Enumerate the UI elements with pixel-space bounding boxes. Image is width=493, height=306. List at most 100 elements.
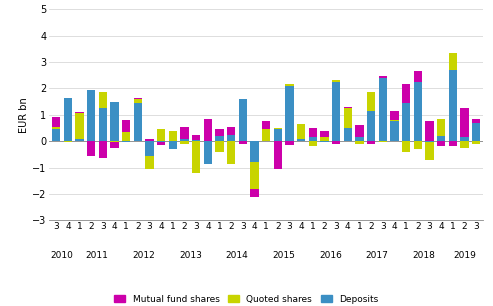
Bar bbox=[355, 125, 364, 137]
Bar bbox=[134, 103, 142, 141]
Bar bbox=[110, 141, 119, 143]
Bar bbox=[344, 107, 352, 108]
Bar bbox=[297, 139, 305, 141]
Bar bbox=[180, 139, 189, 141]
Bar bbox=[355, 141, 364, 144]
Bar bbox=[320, 141, 329, 143]
Bar bbox=[227, 141, 236, 164]
Bar bbox=[180, 141, 189, 144]
Bar bbox=[332, 141, 340, 144]
Bar bbox=[274, 128, 282, 129]
Text: 2010: 2010 bbox=[51, 251, 73, 260]
Text: 2012: 2012 bbox=[133, 251, 155, 260]
Bar bbox=[402, 103, 410, 141]
Text: 2017: 2017 bbox=[366, 251, 388, 260]
Bar bbox=[157, 143, 166, 145]
Text: 2019: 2019 bbox=[453, 251, 476, 260]
Bar bbox=[250, 188, 259, 196]
Text: 2016: 2016 bbox=[319, 251, 342, 260]
Bar bbox=[460, 137, 469, 141]
Bar bbox=[437, 119, 445, 136]
Bar bbox=[204, 119, 212, 141]
Bar bbox=[227, 127, 236, 135]
Bar bbox=[239, 141, 247, 144]
Bar bbox=[75, 112, 84, 114]
Bar bbox=[414, 71, 422, 82]
Bar bbox=[472, 123, 480, 141]
Bar bbox=[180, 127, 189, 139]
Bar bbox=[262, 121, 271, 129]
Bar bbox=[414, 82, 422, 141]
Bar bbox=[274, 141, 282, 169]
Bar bbox=[64, 98, 72, 141]
Bar bbox=[87, 141, 96, 156]
Bar bbox=[204, 141, 212, 164]
Bar bbox=[134, 98, 142, 99]
Y-axis label: EUR bn: EUR bn bbox=[19, 97, 30, 132]
Bar bbox=[402, 84, 410, 103]
Bar bbox=[297, 124, 305, 139]
Bar bbox=[285, 86, 294, 141]
Bar bbox=[390, 111, 399, 120]
Bar bbox=[52, 118, 61, 127]
Bar bbox=[99, 141, 107, 158]
Bar bbox=[379, 141, 387, 143]
Bar bbox=[274, 129, 282, 141]
Bar bbox=[449, 70, 457, 141]
Bar bbox=[122, 141, 131, 143]
Text: 2011: 2011 bbox=[86, 251, 108, 260]
Bar bbox=[355, 137, 364, 141]
Text: 2015: 2015 bbox=[272, 251, 295, 260]
Bar bbox=[134, 99, 142, 103]
Legend: Mutual fund shares, Quoted shares, Deposits: Mutual fund shares, Quoted shares, Depos… bbox=[111, 291, 382, 306]
Bar bbox=[367, 111, 375, 141]
Bar bbox=[309, 141, 317, 146]
Bar bbox=[64, 141, 72, 143]
Bar bbox=[215, 129, 224, 136]
Bar bbox=[250, 162, 259, 188]
Bar bbox=[367, 92, 375, 111]
Bar bbox=[379, 78, 387, 141]
Bar bbox=[472, 141, 480, 144]
Bar bbox=[425, 141, 434, 143]
Bar bbox=[285, 141, 294, 145]
Bar bbox=[192, 141, 201, 173]
Text: 2018: 2018 bbox=[412, 251, 435, 260]
Bar bbox=[122, 132, 131, 141]
Bar bbox=[309, 137, 317, 141]
Bar bbox=[390, 120, 399, 121]
Bar bbox=[320, 137, 329, 141]
Bar bbox=[52, 129, 61, 141]
Bar bbox=[285, 84, 294, 86]
Bar bbox=[402, 141, 410, 152]
Bar bbox=[437, 141, 445, 146]
Bar bbox=[215, 141, 224, 152]
Bar bbox=[344, 108, 352, 128]
Bar bbox=[332, 82, 340, 141]
Bar bbox=[320, 131, 329, 137]
Bar bbox=[99, 92, 107, 108]
Bar bbox=[344, 128, 352, 141]
Bar bbox=[390, 121, 399, 141]
Bar bbox=[75, 114, 84, 139]
Bar bbox=[262, 129, 271, 141]
Bar bbox=[425, 143, 434, 160]
Bar bbox=[425, 121, 434, 141]
Bar bbox=[110, 143, 119, 148]
Bar bbox=[157, 141, 166, 143]
Text: 2013: 2013 bbox=[179, 251, 202, 260]
Bar bbox=[472, 119, 480, 123]
Bar bbox=[460, 141, 469, 148]
Bar bbox=[309, 128, 317, 137]
Bar bbox=[414, 141, 422, 149]
Bar bbox=[169, 141, 177, 149]
Bar bbox=[122, 120, 131, 132]
Bar bbox=[145, 139, 154, 141]
Bar bbox=[332, 80, 340, 82]
Bar bbox=[110, 102, 119, 141]
Bar bbox=[99, 108, 107, 141]
Bar bbox=[52, 127, 61, 129]
Bar bbox=[192, 140, 201, 141]
Bar bbox=[449, 53, 457, 70]
Bar bbox=[87, 90, 96, 141]
